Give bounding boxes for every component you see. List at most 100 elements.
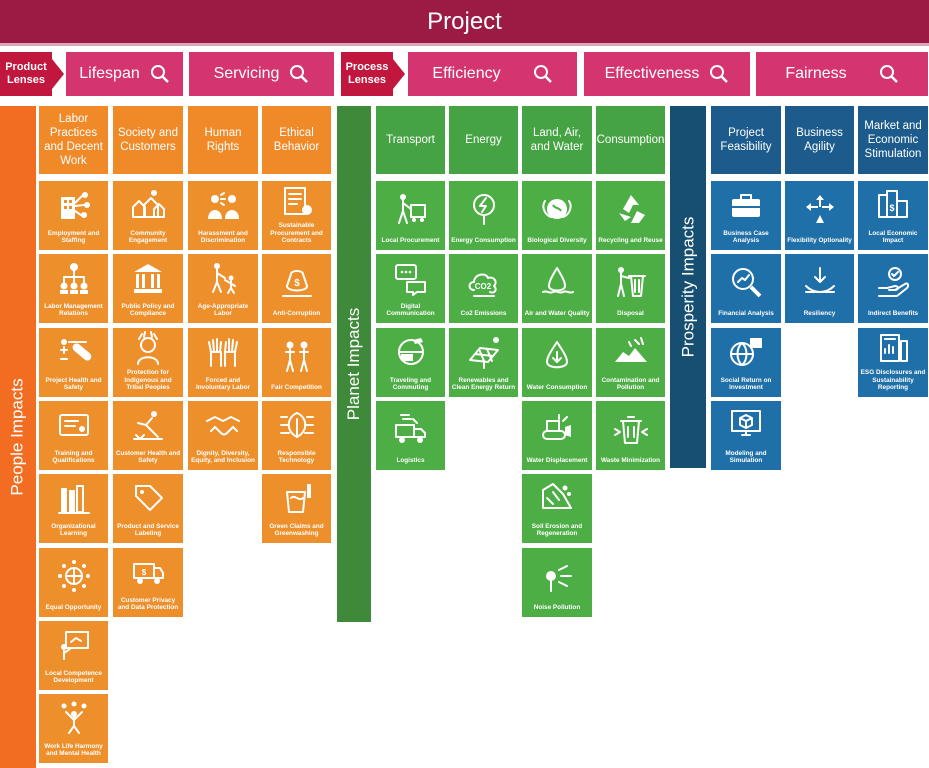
impact-tile[interactable]: Financial Analysis bbox=[711, 254, 781, 323]
category-header[interactable]: Project Feasibility bbox=[711, 106, 781, 174]
briefcase-icon bbox=[732, 194, 760, 218]
impact-tile[interactable]: Forced and Involuntary Labor bbox=[188, 328, 258, 397]
direction-arrows-icon bbox=[805, 195, 834, 224]
solar-panel-icon bbox=[451, 328, 516, 377]
impact-tile[interactable]: Energy Consumption bbox=[449, 181, 518, 250]
people-impacts-bar: People Impacts bbox=[0, 106, 36, 768]
impact-tile[interactable]: Fair Competition bbox=[262, 328, 331, 397]
briefcase-icon bbox=[713, 181, 779, 230]
impact-tile[interactable]: Biological Diversity bbox=[522, 181, 592, 250]
chat-bubbles-icon bbox=[378, 254, 443, 303]
impact-tile[interactable]: Public Policy and Compliance bbox=[113, 254, 183, 323]
impact-tile[interactable]: Responsible Technology bbox=[262, 401, 331, 470]
child-labor-icon bbox=[212, 263, 236, 295]
impact-tile[interactable]: Disposal bbox=[596, 254, 665, 323]
product-lenses-arrow-icon bbox=[52, 59, 64, 89]
lens-effectiveness[interactable]: Effectiveness bbox=[584, 52, 750, 96]
impact-tile[interactable]: Product and Service Labeling bbox=[113, 474, 183, 543]
earth-leaves-icon bbox=[524, 181, 590, 237]
impact-tile[interactable]: $ Customer Privacy and Data Protection bbox=[113, 548, 183, 617]
search-icon[interactable] bbox=[289, 64, 309, 84]
impact-tile[interactable]: Traveling and Commuting bbox=[376, 328, 445, 397]
impact-tile[interactable]: Digital Communication bbox=[376, 254, 445, 323]
impact-tile[interactable]: Customer Health and Safety bbox=[113, 401, 183, 470]
magnifier-chart-icon bbox=[713, 254, 779, 310]
impact-tile[interactable]: Water Displacement bbox=[522, 401, 592, 470]
category-header[interactable]: Consumption bbox=[596, 106, 665, 174]
lens-effectiveness-label: Effectiveness bbox=[604, 65, 700, 82]
impact-tile[interactable]: Contamination and Pollution bbox=[596, 328, 665, 397]
search-icon[interactable] bbox=[533, 64, 553, 84]
impact-tile[interactable]: $ Anti-Corruption bbox=[262, 254, 331, 323]
impact-tile-label: Recycling and Reuse bbox=[598, 237, 663, 245]
impact-tile[interactable]: Community Engagement bbox=[113, 181, 183, 250]
impact-tile[interactable]: Green Claims and Greenwashing bbox=[262, 474, 331, 543]
category-header[interactable]: Market and Economic Stimulation bbox=[858, 106, 928, 174]
impact-tile[interactable]: Noise Pollution bbox=[522, 548, 592, 617]
impact-tile[interactable]: Water Consumption bbox=[522, 328, 592, 397]
impact-tile[interactable]: Social Return on Investment bbox=[711, 328, 781, 397]
impact-tile-label: Customer Health and Safety bbox=[115, 449, 181, 465]
impact-tile-label: Business Case Analysis bbox=[723, 229, 769, 245]
impact-tile[interactable]: Modeling and Simulation bbox=[711, 401, 781, 470]
price-tag-icon bbox=[135, 485, 163, 512]
lens-efficiency[interactable]: Efficiency bbox=[408, 52, 577, 96]
impact-tile[interactable]: Employment and Staffing bbox=[39, 181, 108, 250]
safety-icon bbox=[41, 328, 106, 377]
category-header[interactable]: Land, Air, and Water bbox=[522, 106, 592, 174]
impact-tile[interactable]: Indirect Benefits bbox=[858, 254, 928, 323]
impact-tile[interactable]: CO2 Co2 Emissions bbox=[449, 254, 518, 323]
impact-tile[interactable]: Recycling and Reuse bbox=[596, 181, 665, 250]
compress-bin-icon bbox=[598, 401, 663, 457]
impact-tile[interactable]: Harassment and Discrimination bbox=[188, 181, 258, 250]
globe-chart-icon bbox=[730, 338, 762, 367]
impact-tile[interactable]: Age-Appropriate Labor bbox=[188, 254, 258, 323]
impact-tile[interactable]: Local Procurement bbox=[376, 181, 445, 250]
impact-tile-label: Water Displacement bbox=[526, 457, 588, 465]
impact-tile[interactable]: Sustainable Procurement and Contracts bbox=[262, 181, 331, 250]
search-icon[interactable] bbox=[709, 64, 729, 84]
category-header[interactable]: Labor Practices and Decent Work bbox=[39, 106, 108, 174]
impact-tile[interactable]: ESG Disclosures and Sustainability Repor… bbox=[858, 328, 928, 397]
impact-tile[interactable]: Flexibility Optionality bbox=[785, 181, 854, 250]
category-header[interactable]: Society and Customers bbox=[113, 106, 183, 174]
impact-tile[interactable]: Business Case Analysis bbox=[711, 181, 781, 250]
water-waves-icon bbox=[524, 254, 590, 310]
globe-chart-icon bbox=[713, 328, 779, 377]
impact-tile[interactable]: Protection for Indigenous and Tribal Peo… bbox=[113, 328, 183, 397]
impact-tile[interactable]: Training and Qualifications bbox=[39, 401, 108, 470]
impact-tile[interactable]: Work Life Harmony and Mental Health bbox=[39, 694, 108, 763]
lens-fairness[interactable]: Fairness bbox=[756, 52, 928, 96]
impact-tile[interactable]: Soil Erosion and Regeneration bbox=[522, 474, 592, 543]
impact-tile[interactable]: Dignity, Diversity, Equity, and Inclusio… bbox=[188, 401, 258, 470]
impact-tile[interactable]: Air and Water Quality bbox=[522, 254, 592, 323]
impact-tile[interactable]: Logistics bbox=[376, 401, 445, 470]
impact-tile[interactable]: Organizational Learning bbox=[39, 474, 108, 543]
impact-tile[interactable]: Project Health and Safety bbox=[39, 328, 108, 397]
impact-tile[interactable]: Labor Management Relations bbox=[39, 254, 108, 323]
impact-tile[interactable]: Equal Opportunity bbox=[39, 548, 108, 617]
noise-icon bbox=[546, 565, 572, 593]
search-icon[interactable] bbox=[150, 64, 170, 84]
category-header[interactable]: Business Agility bbox=[785, 106, 854, 174]
impact-tile[interactable]: $ Local Economic Impact bbox=[858, 181, 928, 250]
lens-servicing[interactable]: Servicing bbox=[189, 52, 334, 96]
category-header[interactable]: Transport bbox=[376, 106, 445, 174]
impact-tile-label: Co2 Emissions bbox=[460, 310, 507, 318]
cube-monitor-icon bbox=[731, 410, 761, 437]
category-header[interactable]: Energy bbox=[449, 106, 518, 174]
lens-lifespan-label: Lifespan bbox=[79, 65, 140, 82]
category-header[interactable]: Ethical Behavior bbox=[262, 106, 331, 174]
travel-icon bbox=[378, 328, 443, 377]
impact-tile[interactable]: Renewables and Clean Energy Return bbox=[449, 328, 518, 397]
impact-tile-label: Work Life Harmony and Mental Health bbox=[44, 742, 103, 758]
search-icon[interactable] bbox=[879, 64, 899, 84]
resilience-arrow-icon bbox=[787, 254, 852, 310]
impact-tile[interactable]: Waste Minimization bbox=[596, 401, 665, 470]
impact-tile[interactable]: Local Competence Development bbox=[39, 621, 108, 690]
landfill-icon bbox=[614, 337, 647, 363]
prosperity-impacts-label: Prosperity Impacts bbox=[678, 216, 698, 358]
impact-tile[interactable]: Resiliency bbox=[785, 254, 854, 323]
category-header[interactable]: Human Rights bbox=[188, 106, 258, 174]
lens-lifespan[interactable]: Lifespan bbox=[66, 52, 183, 96]
